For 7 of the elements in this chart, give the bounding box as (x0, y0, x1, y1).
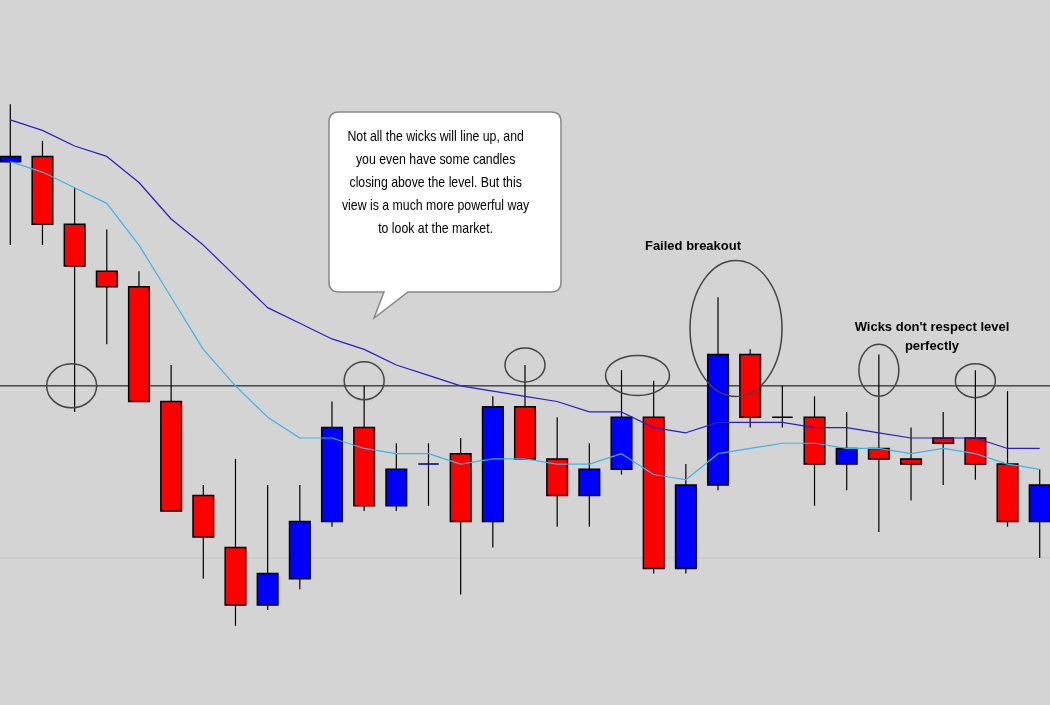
candlestick (899, 426, 923, 502)
candlestick (835, 411, 858, 491)
annotation: Not all the wicks will line up, and you even have some candles closing above the level. But this view is a much more powerful way to look at the market. (340, 126, 531, 238)
candlestick (95, 228, 118, 345)
annotation: Failed breakout (643, 238, 743, 253)
candlestick (417, 442, 440, 507)
annotation: Wicks don't respect level perfectly (853, 318, 1011, 355)
